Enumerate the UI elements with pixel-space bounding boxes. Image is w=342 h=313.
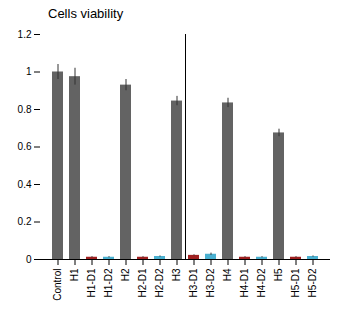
svg-text:H1-D1: H1-D1 (86, 268, 97, 297)
svg-text:1: 1 (26, 66, 32, 77)
svg-text:H2: H2 (120, 268, 131, 281)
svg-text:H1-D2: H1-D2 (103, 268, 114, 297)
svg-text:H4-D1: H4-D1 (239, 268, 250, 297)
svg-text:0.4: 0.4 (18, 179, 32, 190)
svg-text:H5: H5 (273, 268, 284, 281)
svg-text:H5-D1: H5-D1 (290, 268, 301, 297)
svg-text:0.6: 0.6 (18, 141, 32, 152)
svg-text:H3-D1: H3-D1 (188, 268, 199, 297)
svg-text:H1: H1 (69, 268, 80, 281)
svg-text:H2-D1: H2-D1 (137, 268, 148, 297)
svg-text:1.2: 1.2 (18, 29, 32, 40)
svg-text:0: 0 (26, 254, 32, 265)
svg-text:H4-D2: H4-D2 (256, 268, 267, 297)
svg-text:H3: H3 (171, 268, 182, 281)
html-text:Cells viability: Cells viability (48, 6, 124, 21)
svg-text:H4: H4 (222, 268, 233, 281)
svg-text:H2-D2: H2-D2 (154, 268, 165, 297)
svg-text:Control: Control (52, 269, 63, 301)
svg-text:0.8: 0.8 (18, 104, 32, 115)
svg-text:H3-D2: H3-D2 (205, 268, 216, 297)
svg-text:0.2: 0.2 (18, 216, 32, 227)
svg-text:H5-D2: H5-D2 (307, 268, 318, 297)
